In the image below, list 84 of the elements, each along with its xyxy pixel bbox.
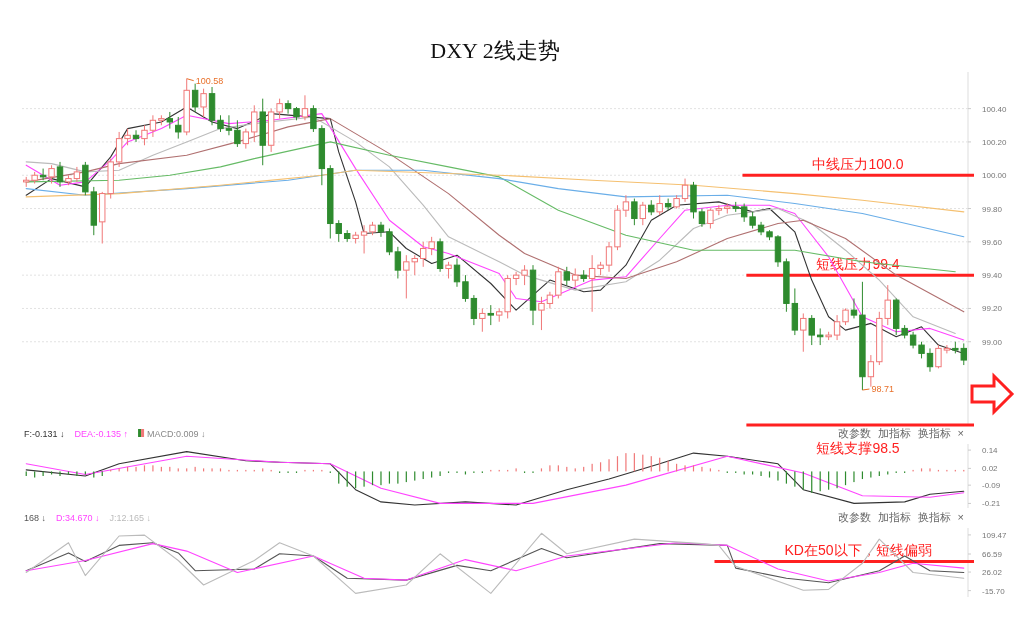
candlestick <box>479 307 486 333</box>
y-tick-label: 100.20 <box>982 137 1008 147</box>
y-tick-label: 99.00 <box>982 337 1003 347</box>
candlestick <box>512 271 520 286</box>
y-tick-label: 66.59 <box>982 550 1003 559</box>
candlestick <box>631 198 638 226</box>
candlestick <box>572 267 579 288</box>
candlestick <box>521 264 528 286</box>
candlestick <box>470 294 478 326</box>
candlestick <box>605 241 613 273</box>
candlestick <box>39 168 47 181</box>
line-series <box>25 532 965 594</box>
candlestick <box>386 228 393 256</box>
text: 168 ↓ <box>24 513 47 523</box>
text: 加指标 <box>877 427 911 439</box>
text: D:34.670 ↓ <box>56 513 100 523</box>
line-series <box>25 169 965 213</box>
text: 改参数 <box>837 511 871 523</box>
annotation: 98.71 <box>871 384 894 395</box>
candlestick <box>301 94 309 121</box>
y-tick-label: 99.60 <box>982 237 1003 247</box>
text: 加指标 <box>877 511 911 523</box>
candlestick <box>555 266 562 299</box>
candlestick <box>935 344 942 369</box>
y-tick-label: 100.00 <box>982 171 1008 181</box>
candlestick <box>850 297 858 319</box>
text: DEA:-0.135 ↑ <box>74 429 129 439</box>
ref-line-label: KD在50以下，短线偏弱 <box>784 542 932 559</box>
candlestick <box>487 304 494 326</box>
candlestick <box>56 161 64 188</box>
candlestick <box>462 274 469 303</box>
ref-line-label: 中线压力100.0 <box>812 156 904 173</box>
candlestick <box>538 296 545 331</box>
legend-label: MACD:0.009 ↓ <box>147 429 206 439</box>
candlestick <box>360 224 368 254</box>
candlestick <box>234 119 241 148</box>
candlestick <box>656 194 663 216</box>
candlestick <box>800 312 807 353</box>
y-tick-label: 26.02 <box>982 568 1003 578</box>
y-tick-label: -15.70 <box>982 586 1006 596</box>
candlestick <box>681 178 689 203</box>
candlestick <box>926 347 934 373</box>
candlestick <box>453 257 461 288</box>
y-tick-label: -0.21 <box>982 499 1001 509</box>
candlestick <box>284 99 292 115</box>
text: F:-0.131 ↓ <box>24 429 65 439</box>
candlestick <box>141 124 148 146</box>
candlestick <box>943 344 951 354</box>
candlestick <box>833 314 841 341</box>
candlestick <box>48 164 55 185</box>
candlestick <box>225 114 233 136</box>
y-tick-label: 0.02 <box>982 464 999 474</box>
text: 改参数 <box>837 427 871 439</box>
candlestick <box>73 166 81 183</box>
series-label: J:12.165 ↓ <box>109 513 152 523</box>
text: × <box>957 511 964 523</box>
annotation: 100.58 <box>195 75 224 86</box>
candlestick <box>867 354 875 388</box>
chart-title: DXY 2线走势 <box>430 38 560 63</box>
y-tick-label: 99.20 <box>982 304 1003 314</box>
candlestick <box>191 83 199 113</box>
ref-line-label: 短线支撑98.5 <box>816 440 900 456</box>
text: 换指标 <box>917 427 951 439</box>
y-tick-label: 100.40 <box>982 104 1008 114</box>
y-tick-label: 99.40 <box>982 271 1003 281</box>
candlestick <box>251 104 258 143</box>
candlestick <box>149 114 157 138</box>
y-tick-label: 0.14 <box>982 446 999 456</box>
candlestick <box>622 194 630 218</box>
candlestick <box>115 131 123 168</box>
candlestick <box>200 88 207 118</box>
candlestick <box>588 254 596 313</box>
candlestick <box>175 116 182 140</box>
text: 换指标 <box>917 511 951 523</box>
text: × <box>957 427 964 439</box>
candlestick <box>808 314 815 346</box>
y-tick-label: 109.47 <box>982 530 1008 540</box>
candlestick <box>639 201 647 226</box>
candlestick <box>563 266 570 286</box>
candlestick <box>242 128 250 150</box>
candlestick <box>394 246 402 279</box>
y-tick-label: 99.80 <box>982 204 1003 214</box>
candlestick <box>698 208 706 228</box>
y-tick-label: -0.09 <box>982 481 1001 491</box>
